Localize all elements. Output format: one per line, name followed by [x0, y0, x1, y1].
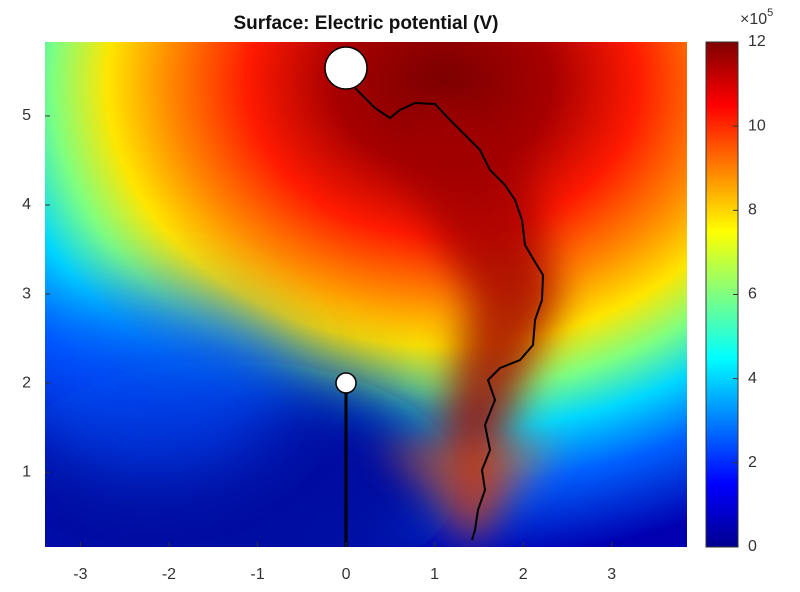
x-tick-label: -3: [73, 566, 87, 583]
y-tick-label: 1: [22, 463, 31, 480]
colorbar-tick-label: 8: [748, 202, 757, 219]
x-tick-label: -1: [250, 566, 264, 583]
colorbar-tick-label: 12: [748, 33, 766, 50]
y-tick-label: 5: [22, 107, 31, 124]
colorbar-tick-label: 0: [748, 538, 757, 555]
colorbar-tick-label: 6: [748, 286, 757, 303]
colorbar-tick-label: 4: [748, 370, 757, 387]
x-tick-label: 1: [430, 566, 439, 583]
chart-title: Surface: Electric potential (V): [233, 13, 498, 34]
colorbar-tick-label: 2: [748, 454, 757, 471]
colorbar-multiplier: ×105: [740, 7, 773, 28]
x-tick-label: 3: [607, 566, 616, 583]
surface: [45, 42, 687, 547]
y-tick-label: 3: [22, 285, 31, 302]
colorbar-tick-label: 10: [748, 117, 766, 134]
x-tick-label: 2: [519, 566, 528, 583]
x-tick-label: -2: [162, 566, 176, 583]
y-tick-label: 2: [22, 374, 31, 391]
y-tick-label: 4: [22, 196, 31, 213]
x-tick-label: 0: [342, 566, 351, 583]
